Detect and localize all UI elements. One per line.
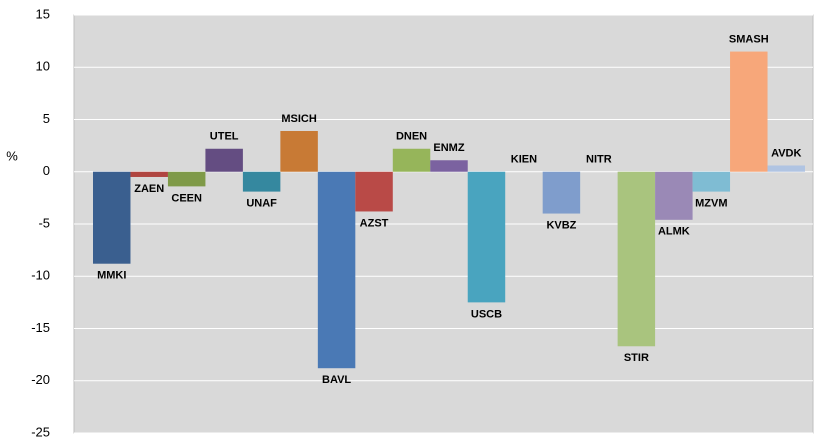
y-tick-label: 15 [36,6,50,21]
bar [355,171,393,212]
y-tick-label: 0 [43,163,50,178]
bar [205,148,243,172]
bar [730,51,768,172]
y-tick-label: -25 [31,424,50,439]
bar [392,148,431,172]
category-label: UNAF [246,198,277,210]
y-tick-label: -5 [38,215,50,230]
bar [430,160,468,172]
y-axis-label: % [6,148,18,163]
category-label: USCB [471,308,502,320]
bar [93,171,131,264]
category-label: ZAEN [134,183,164,195]
category-label: BAVL [322,374,351,386]
category-label: AZST [360,217,389,229]
category-label: MSICH [281,113,317,125]
y-tick-label: 5 [43,111,50,126]
category-label: UTEL [210,131,239,143]
category-label: ALMK [658,226,690,238]
bar [242,171,281,192]
category-label: AVDK [771,147,801,159]
category-label: NITR [586,154,612,166]
bar [317,171,356,369]
bar [655,171,693,220]
bar [692,171,731,192]
y-tick-label: -20 [31,372,50,387]
y-tick-label: -15 [31,320,50,335]
category-label: ENMZ [433,142,464,154]
category-label: KVBZ [546,219,576,231]
category-label: MMKI [97,270,126,282]
bar [467,171,506,303]
category-label: SMASH [729,33,769,45]
y-tick-label: 10 [36,59,50,74]
category-label: STIR [624,352,649,364]
y-tick-label: -10 [31,268,50,283]
bar [130,171,168,177]
bar [280,130,318,172]
bar [767,165,805,172]
bar [542,171,581,214]
bar [617,171,656,347]
category-label: CEEN [171,192,202,204]
category-label: KIEN [511,154,537,166]
bar [167,171,206,187]
category-label: DNEN [396,131,427,143]
category-label: MZVM [695,198,727,210]
